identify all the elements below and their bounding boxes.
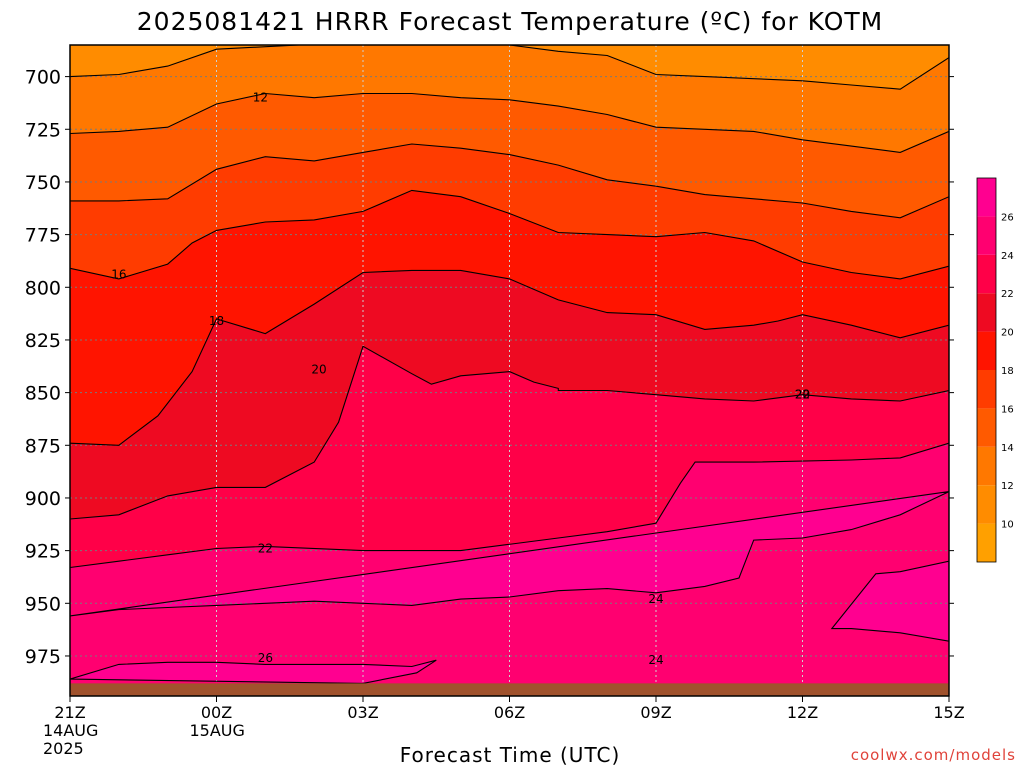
- contour-label: 12: [253, 91, 268, 105]
- colorbar-swatch: [977, 254, 996, 294]
- contour-label: 20: [311, 362, 326, 376]
- x-tick-label: 03Z: [347, 703, 378, 722]
- grid-layer: [70, 45, 949, 696]
- contour-line-28: [70, 659, 437, 684]
- colorbar-swatch: [977, 485, 996, 524]
- colorbar: 10 12 14 16 18 20 22 24 26: [976, 177, 1014, 563]
- colorbar-label: 26: [1001, 212, 1014, 223]
- colorbar-swatch: [977, 216, 996, 255]
- y-tick-label: 975: [25, 646, 61, 668]
- x-tick-label: 00Z: [201, 703, 232, 722]
- colorbar-label: 24: [1001, 251, 1014, 262]
- y-axis: 700 725 750 775 800 825 850 875 900 925 950 975: [25, 67, 954, 668]
- colorbar-swatch: [977, 370, 996, 409]
- x-tick-label: 15AUG: [190, 721, 245, 740]
- contour-label: 22: [795, 388, 810, 402]
- terrain-layer: [70, 683, 949, 696]
- colorbar-swatch: [977, 331, 996, 370]
- x-tick-label: 06Z: [494, 703, 525, 722]
- y-tick-label: 750: [25, 172, 61, 194]
- contour-label: 24: [648, 653, 663, 667]
- y-tick-label: 925: [25, 541, 61, 563]
- y-tick-label: 700: [25, 67, 61, 89]
- colorbar-label: 22: [1001, 289, 1014, 300]
- y-tick-label: 950: [25, 593, 61, 615]
- x-tick-label: 2025: [43, 739, 84, 758]
- contour-layer: [70, 45, 949, 684]
- contour-label: 22: [258, 542, 273, 556]
- colorbar-swatch: [977, 446, 996, 486]
- colorbar-swatch: [977, 293, 996, 332]
- contour-label: 26: [258, 651, 273, 665]
- x-tick-label: 12Z: [787, 703, 818, 722]
- x-tick-label: 09Z: [640, 703, 671, 722]
- contour-line-18: [70, 189, 949, 280]
- contour-label: 24: [648, 592, 663, 606]
- contour-line-12: [70, 45, 949, 90]
- contour-line-14: [70, 92, 949, 153]
- colorbar-label: 16: [1001, 404, 1014, 415]
- contour-line-24: [70, 442, 949, 569]
- contour-line-22: [70, 345, 949, 520]
- colorbar-swatch: [977, 408, 996, 447]
- x-tick-label: 21Z: [54, 703, 85, 722]
- y-tick-label: 825: [25, 330, 61, 352]
- temperature-fill-layer: [70, 45, 949, 696]
- y-tick-label: 725: [25, 119, 61, 141]
- y-tick-label: 900: [25, 488, 61, 510]
- colorbar-swatch: [977, 523, 996, 562]
- x-axis-label: Forecast Time (UTC): [400, 743, 621, 767]
- contour-line-16: [70, 143, 949, 219]
- terrain: [70, 683, 949, 696]
- colorbar-label: 14: [1001, 443, 1014, 454]
- y-tick-label: 800: [25, 277, 61, 299]
- contour-line-26: [70, 491, 949, 617]
- credit-text[interactable]: coolwx.com/models: [851, 746, 1016, 764]
- colorbar-label: 10: [1001, 520, 1014, 531]
- contour-line-20: [70, 269, 949, 446]
- x-tick-label: 14AUG: [43, 721, 98, 740]
- y-tick-label: 850: [25, 383, 61, 405]
- y-tick-label: 875: [25, 435, 61, 457]
- colorbar-label: 18: [1001, 366, 1014, 377]
- contour-line-28: [830, 560, 949, 642]
- x-tick-label: 15Z: [933, 703, 964, 722]
- colorbar-frame: [976, 177, 997, 563]
- band-pocket-1: [70, 660, 437, 684]
- band-pocket-2: [831, 561, 949, 642]
- colorbar-label: 20: [1001, 328, 1014, 339]
- contour-label: 18: [209, 314, 224, 328]
- colorbar-label: 12: [1001, 481, 1014, 492]
- contour-label: 16: [111, 268, 126, 282]
- colorbar-swatch: [977, 178, 996, 217]
- contour-label: 20: [795, 388, 810, 402]
- y-tick-label: 775: [25, 225, 61, 247]
- chart-title: 2025081421 HRRR Forecast Temperature (ºC…: [137, 7, 883, 36]
